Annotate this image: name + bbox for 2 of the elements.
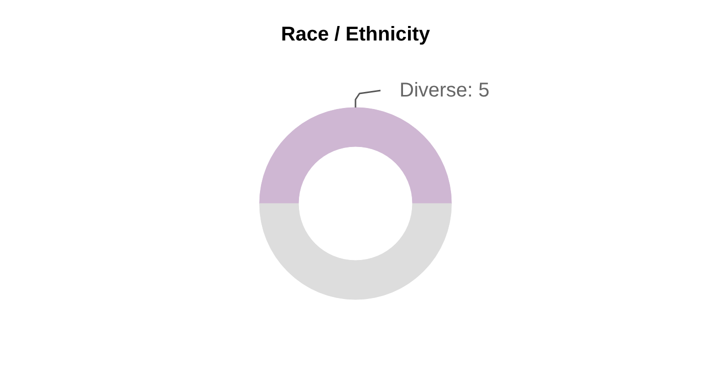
slice-label: Diverse: 5	[400, 80, 490, 102]
chart-title: Race / Ethnicity	[281, 24, 431, 46]
